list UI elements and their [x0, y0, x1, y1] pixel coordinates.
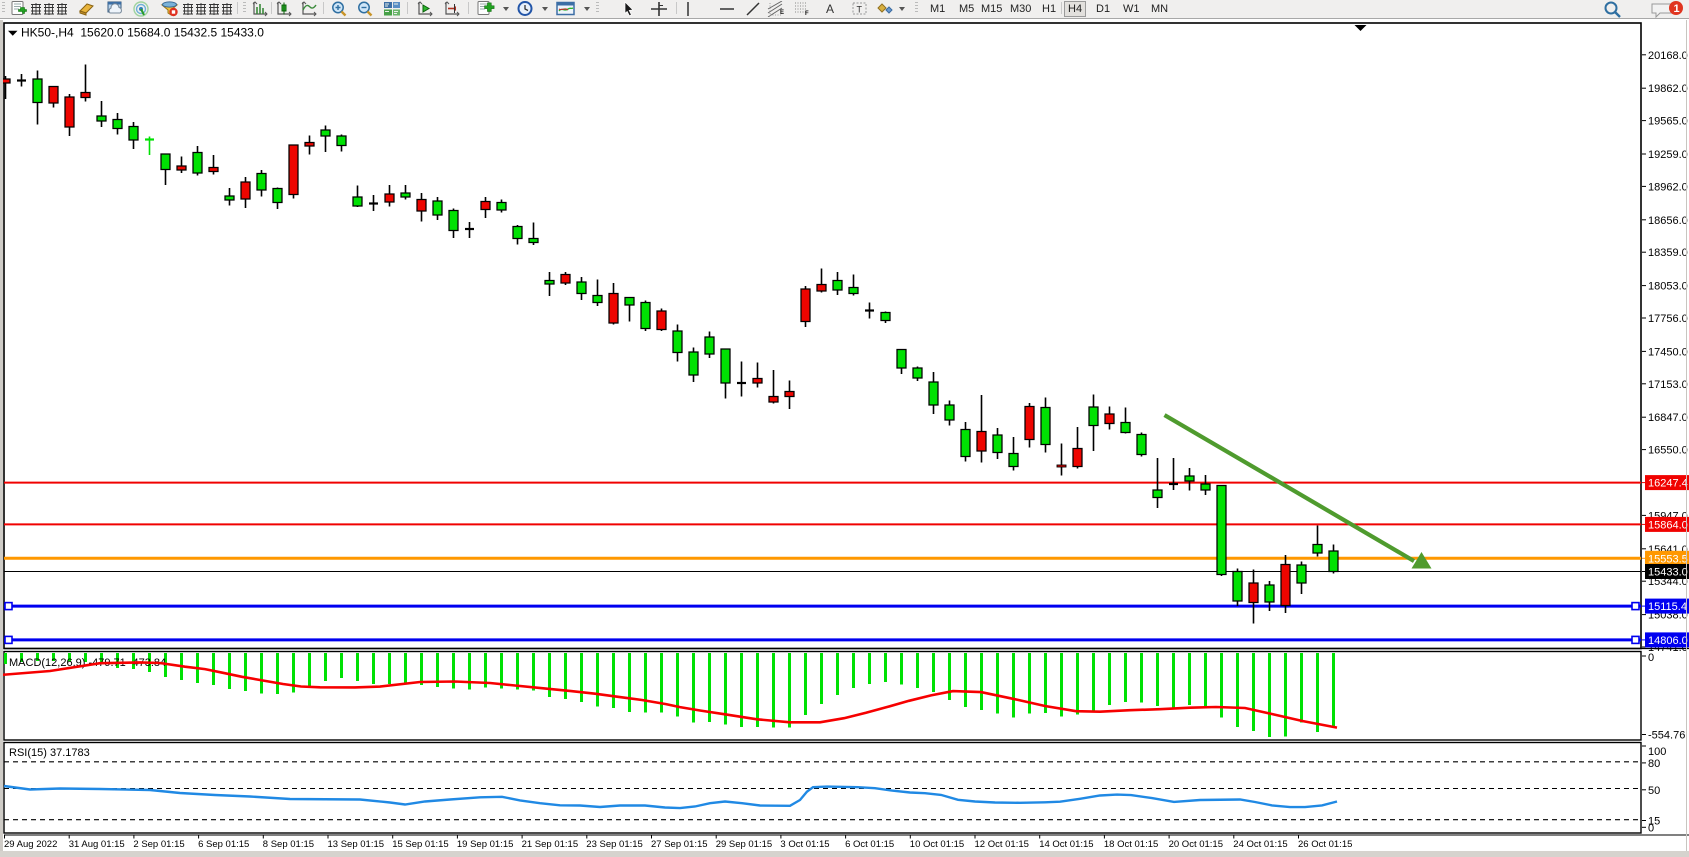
svg-text:0: 0	[1648, 822, 1654, 834]
svg-text:3 Oct 01:15: 3 Oct 01:15	[780, 839, 829, 850]
svg-text:17756.0: 17756.0	[1648, 313, 1688, 325]
svg-text:18053.0: 18053.0	[1648, 281, 1688, 293]
svg-text:6 Oct 01:15: 6 Oct 01:15	[845, 839, 894, 850]
svg-text:23 Sep 01:15: 23 Sep 01:15	[586, 839, 643, 850]
svg-text:HK50-,H4 15620.0 15684.0 1543: HK50-,H4 15620.0 15684.0 15432.5 15433.0	[21, 26, 264, 40]
svg-text:16247.4: 16247.4	[1648, 478, 1688, 490]
svg-text:18 Oct 01:15: 18 Oct 01:15	[1104, 839, 1158, 850]
svg-text:100: 100	[1648, 746, 1666, 758]
svg-text:-554.76: -554.76	[1648, 730, 1685, 742]
svg-text:15115.4: 15115.4	[1648, 601, 1687, 613]
svg-text:15864.0: 15864.0	[1648, 519, 1688, 531]
svg-text:15: 15	[1648, 816, 1660, 828]
svg-text:19565.0: 19565.0	[1648, 116, 1688, 128]
svg-text:19259.0: 19259.0	[1648, 149, 1688, 161]
svg-text:8 Sep 01:15: 8 Sep 01:15	[263, 839, 314, 850]
svg-text:29 Sep 01:15: 29 Sep 01:15	[716, 839, 773, 850]
svg-text:F: F	[805, 11, 809, 17]
svg-text:0: 0	[1648, 652, 1654, 664]
svg-text:50: 50	[1648, 785, 1660, 797]
svg-text:T: T	[857, 5, 863, 15]
svg-text:21 Sep 01:15: 21 Sep 01:15	[522, 839, 579, 850]
svg-text:15344.0: 15344.0	[1648, 576, 1688, 588]
svg-text:14 Oct 01:15: 14 Oct 01:15	[1039, 839, 1093, 850]
svg-text:18359.0: 18359.0	[1648, 247, 1688, 259]
svg-text:15 Sep 01:15: 15 Sep 01:15	[392, 839, 449, 850]
svg-text:31 Aug 01:15: 31 Aug 01:15	[69, 839, 125, 850]
svg-text:13 Sep 01:15: 13 Sep 01:15	[328, 839, 385, 850]
svg-text:20168.0: 20168.0	[1648, 50, 1688, 62]
svg-text:19862.0: 19862.0	[1648, 83, 1688, 95]
svg-text:2 Sep 01:15: 2 Sep 01:15	[133, 839, 184, 850]
svg-text:10 Oct 01:15: 10 Oct 01:15	[910, 839, 964, 850]
svg-text:17153.0: 17153.0	[1648, 379, 1688, 391]
svg-text:18962.0: 18962.0	[1648, 181, 1688, 193]
svg-text:14806.0: 14806.0	[1648, 635, 1688, 647]
svg-text:27 Sep 01:15: 27 Sep 01:15	[651, 839, 708, 850]
svg-text:6 Sep 01:15: 6 Sep 01:15	[198, 839, 249, 850]
svg-text:15553.5: 15553.5	[1648, 553, 1688, 565]
svg-text:RSI(15) 37.1783: RSI(15) 37.1783	[9, 747, 90, 759]
svg-text:80: 80	[1648, 758, 1660, 770]
svg-text:MACD(12,26,9) -479.71 -473.84: MACD(12,26,9) -479.71 -473.84	[9, 657, 166, 669]
svg-text:1: 1	[1674, 3, 1680, 15]
svg-text:24 Oct 01:15: 24 Oct 01:15	[1233, 839, 1287, 850]
svg-text:17450.0: 17450.0	[1648, 346, 1688, 358]
svg-text:16847.0: 16847.0	[1648, 412, 1688, 424]
svg-text:15433.0: 15433.0	[1648, 567, 1688, 579]
svg-text:18656.0: 18656.0	[1648, 215, 1688, 227]
svg-text:16550.0: 16550.0	[1648, 445, 1688, 457]
svg-text:12 Oct 01:15: 12 Oct 01:15	[975, 839, 1029, 850]
svg-text:E: E	[780, 10, 784, 16]
svg-text:26 Oct 01:15: 26 Oct 01:15	[1298, 839, 1352, 850]
svg-text:29 Aug 2022: 29 Aug 2022	[4, 839, 57, 850]
svg-text:19 Sep 01:15: 19 Sep 01:15	[457, 839, 514, 850]
svg-text:20 Oct 01:15: 20 Oct 01:15	[1169, 839, 1223, 850]
